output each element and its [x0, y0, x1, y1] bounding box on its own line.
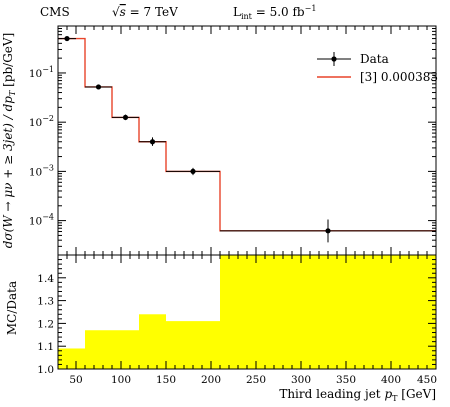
upper-ytick-label-base: 10: [29, 68, 42, 80]
lower-panel: 1.0 1.1 1.2 1.3 1.4 50 100 150 200 250 300 350 400 4…: [5, 254, 437, 403]
lower-y-axis-label: MC/Data: [5, 281, 19, 335]
legend: Data [3] 0.000383: [317, 52, 438, 84]
lower-ytick-label: 1.0: [37, 364, 54, 376]
upper-panel: 10−410−310−210−1 Data [3] 0.000383 dσ(W …: [1, 25, 438, 256]
data-point-2: [112, 114, 139, 121]
xtick-label: 100: [111, 374, 131, 386]
mc-histogram: [58, 37, 436, 232]
ratio-band-bin-0: [58, 348, 85, 369]
xtick-label: 350: [336, 374, 356, 386]
sqrt-symbol: √: [112, 5, 120, 19]
energy-value: = 7 TeV: [126, 5, 178, 19]
data-point-marker: [122, 114, 129, 121]
lumi-label: Lint = 5.0 fb−1: [233, 4, 316, 21]
ratio-band-bin-4: [220, 255, 436, 369]
upper-ytick-label-base: 10: [29, 117, 42, 129]
data-point-5: [220, 219, 436, 243]
energy-label: √s = 7 TeV: [112, 5, 178, 19]
upper-ytick-label: 10−3: [29, 163, 54, 178]
xtick-label: 150: [156, 374, 176, 386]
lumi-sub: int: [241, 12, 253, 21]
upper-ytick-label-exp: −4: [42, 213, 54, 222]
experiment-label: CMS: [40, 5, 70, 19]
xlabel-sub: T: [392, 394, 398, 403]
data-point-1: [85, 84, 112, 90]
upper-ytick-label-exp: −1: [42, 65, 54, 74]
data-point-marker: [64, 35, 70, 42]
lumi-value: = 5.0 fb: [252, 5, 305, 19]
lower-ytick-label: 1.2: [37, 318, 54, 330]
xlabel-main: Third leading jet: [279, 387, 384, 401]
upper-ytick-label-base: 10: [29, 216, 42, 228]
lower-ytick-label: 1.3: [37, 296, 54, 308]
data-point-marker: [190, 168, 196, 174]
ratio-band-bin-2: [139, 314, 166, 369]
xtick-label: 300: [291, 374, 311, 386]
upper-ytick-label: 10−2: [29, 114, 54, 129]
xlabel-var: p: [384, 387, 392, 401]
ylabel-unit: [pb/GeV]: [1, 33, 15, 91]
ylabel-sub: T: [8, 90, 17, 96]
x-axis-label: Third leading jet pT [GeV]: [279, 387, 436, 403]
upper-ytick-label: 10−4: [29, 213, 54, 228]
upper-ytick-label-exp: −3: [42, 163, 54, 172]
data-point-marker: [95, 84, 102, 90]
xtick-label: 450: [417, 374, 437, 386]
xtick-label: 200: [201, 374, 221, 386]
xlabel-unit: [GeV]: [397, 387, 436, 401]
data-point-marker: [325, 228, 331, 234]
lumi-main: L: [233, 5, 241, 19]
upper-ytick-label-exp: −2: [42, 114, 54, 123]
lower-ytick-label: 1.1: [37, 341, 54, 353]
upper-ytick-label: 10−1: [29, 65, 54, 80]
xtick-label: 400: [381, 374, 401, 386]
lower-ytick-label: 1.4: [37, 273, 54, 285]
xtick-label: 250: [246, 374, 266, 386]
upper-y-axis-label: dσ(W → μν + ≥ 3jet) / dpT [pb/GeV]: [1, 33, 17, 249]
legend-data-marker: [331, 56, 337, 62]
upper-ytick-label-base: 10: [29, 166, 42, 178]
ylabel-main: dσ(W → μν + ≥ 3jet) / dp: [1, 96, 15, 249]
data-point-3: [139, 137, 166, 146]
data-point-marker: [149, 139, 156, 145]
lower-frame: [57, 254, 437, 370]
legend-mc-label: [3] 0.000383: [360, 70, 438, 84]
data-point-4: [166, 167, 220, 176]
ratio-band-bin-3: [166, 321, 220, 369]
xtick-label: 50: [69, 374, 82, 386]
lumi-exp: −1: [305, 4, 317, 13]
legend-data-label: Data: [360, 52, 389, 66]
ratio-band-bin-1: [85, 330, 139, 369]
sqrt-variable: s: [120, 5, 126, 19]
